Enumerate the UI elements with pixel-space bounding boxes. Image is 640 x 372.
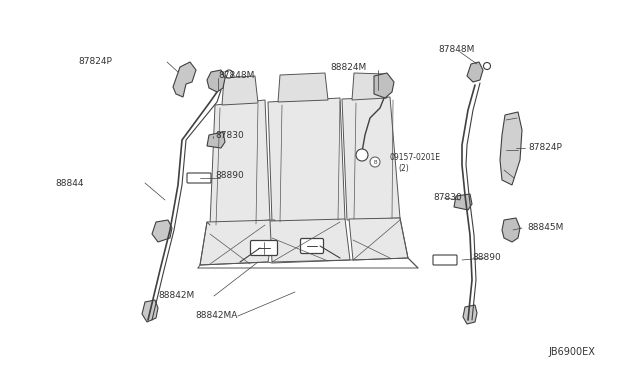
Text: 88842MA: 88842MA [195, 311, 237, 321]
Text: 88845M: 88845M [527, 224, 563, 232]
Polygon shape [502, 218, 520, 242]
Text: 88890: 88890 [215, 171, 244, 180]
Text: B: B [373, 160, 377, 164]
Polygon shape [500, 112, 522, 185]
Text: 87824P: 87824P [528, 144, 562, 153]
Polygon shape [152, 220, 172, 242]
Polygon shape [200, 220, 275, 265]
Polygon shape [349, 218, 408, 260]
FancyBboxPatch shape [433, 255, 457, 265]
Text: 88890: 88890 [472, 253, 500, 263]
Polygon shape [342, 97, 400, 220]
Text: (2): (2) [398, 164, 409, 173]
Text: 87824P: 87824P [78, 58, 112, 67]
Polygon shape [222, 76, 258, 105]
Polygon shape [268, 98, 345, 222]
Polygon shape [210, 100, 270, 225]
Polygon shape [352, 73, 387, 100]
Text: 88844: 88844 [55, 179, 83, 187]
Text: 87830: 87830 [433, 193, 461, 202]
Polygon shape [270, 219, 350, 262]
Polygon shape [374, 73, 394, 98]
Circle shape [356, 149, 368, 161]
Polygon shape [454, 194, 472, 210]
Text: JB6900EX: JB6900EX [548, 347, 595, 357]
Circle shape [225, 70, 233, 78]
Text: 87830: 87830 [215, 131, 244, 141]
FancyBboxPatch shape [187, 173, 211, 183]
FancyBboxPatch shape [250, 241, 278, 256]
Text: 09157-0201E: 09157-0201E [390, 154, 441, 163]
Polygon shape [207, 132, 225, 148]
Polygon shape [467, 62, 483, 82]
Circle shape [370, 157, 380, 167]
Text: 87848M: 87848M [218, 71, 254, 80]
Polygon shape [173, 62, 196, 97]
Polygon shape [142, 300, 158, 322]
Text: 87848M: 87848M [438, 45, 474, 55]
FancyBboxPatch shape [301, 238, 323, 253]
Text: 88824M: 88824M [330, 64, 366, 73]
Text: 88842M: 88842M [158, 292, 195, 301]
Polygon shape [278, 73, 328, 102]
Polygon shape [463, 305, 477, 324]
Circle shape [483, 62, 490, 70]
Polygon shape [207, 70, 225, 92]
